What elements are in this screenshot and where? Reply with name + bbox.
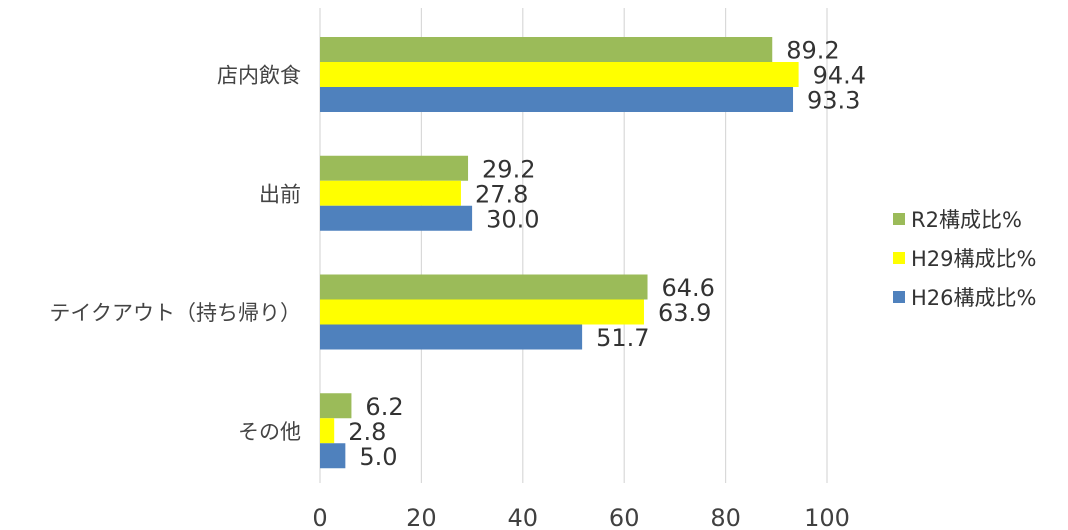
data-label: 89.2 [786, 37, 839, 65]
data-label: 51.7 [596, 324, 649, 352]
data-label: 63.9 [658, 299, 711, 327]
x-tick-label: 40 [508, 504, 539, 530]
bar [320, 324, 583, 350]
bar [320, 418, 335, 444]
data-label: 94.4 [813, 62, 866, 90]
bar [320, 205, 473, 231]
category-label: 店内飲食 [217, 64, 301, 88]
data-label: 2.8 [348, 418, 386, 446]
legend-swatch [893, 252, 905, 264]
bar [320, 299, 644, 325]
bar [320, 274, 648, 300]
legend-swatch [893, 291, 905, 303]
data-labels: 89.294.493.3 29.227.830.0 64.663.9 51.7 6.22… [348, 37, 866, 471]
data-label: 5.0 [359, 443, 397, 471]
legend: R2構成比% H29構成比% H26構成比% [893, 208, 1036, 310]
data-label: 29.2 [482, 155, 535, 183]
bar [320, 393, 352, 419]
x-tick-label: 0 [312, 504, 327, 530]
category-label: 出前 [259, 182, 301, 206]
bars [320, 37, 799, 469]
bar [320, 62, 799, 87]
category-label: テイクアウト（持ち帰り） [49, 301, 301, 325]
bar [320, 87, 794, 112]
x-tick-label: 80 [710, 504, 741, 530]
legend-swatch [893, 213, 905, 225]
data-label: 64.6 [662, 274, 715, 302]
x-tick-label: 20 [406, 504, 437, 530]
data-label: 30.0 [486, 205, 539, 233]
category-label: その他 [238, 420, 301, 444]
bar [320, 443, 346, 469]
data-label: 27.8 [475, 180, 528, 208]
legend-label: H26構成比% [911, 286, 1036, 310]
bar [320, 180, 461, 206]
data-label: 6.2 [365, 393, 403, 421]
bar [320, 37, 773, 62]
legend-label: H29構成比% [911, 247, 1036, 271]
x-tick-labels: 0 20 40 60 80 100 [312, 504, 850, 530]
x-tick-label: 100 [804, 504, 850, 530]
bar [320, 155, 469, 181]
x-tick-label: 60 [609, 504, 640, 530]
data-label: 93.3 [807, 87, 860, 115]
legend-label: R2構成比% [911, 208, 1022, 232]
